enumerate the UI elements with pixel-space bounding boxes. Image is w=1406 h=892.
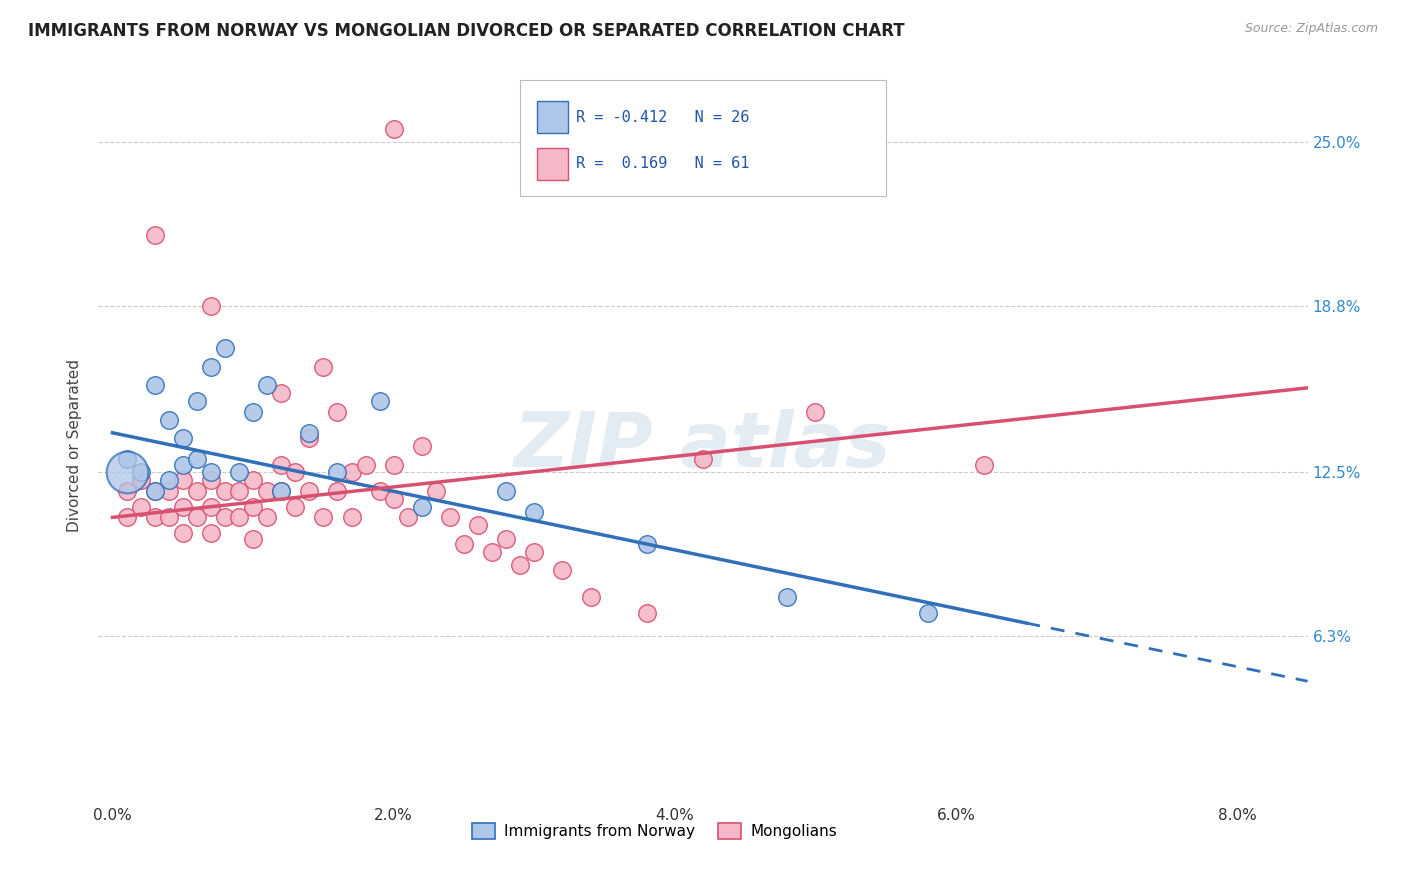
Point [411, 500, 433, 514]
Point [495, 483, 517, 498]
Point [242, 404, 264, 418]
Y-axis label: Divorced or Separated: Divorced or Separated [67, 359, 83, 533]
Point [636, 606, 658, 620]
Point [523, 545, 546, 559]
Point [776, 590, 799, 604]
Point [129, 500, 152, 514]
Point [242, 532, 264, 546]
Point [172, 431, 194, 445]
Point [214, 341, 236, 355]
Point [312, 359, 335, 374]
Point [523, 505, 546, 519]
Point [228, 466, 250, 480]
Point [326, 466, 349, 480]
Point [115, 466, 138, 480]
Point [973, 458, 995, 472]
Point [200, 526, 222, 541]
Point [340, 510, 363, 524]
Point [298, 483, 321, 498]
Point [157, 412, 180, 426]
Text: R =  0.169   N = 61: R = 0.169 N = 61 [576, 156, 749, 171]
Point [636, 537, 658, 551]
Point [115, 483, 138, 498]
Point [579, 590, 602, 604]
Point [242, 474, 264, 488]
Point [186, 510, 208, 524]
Point [143, 483, 166, 498]
Point [284, 466, 307, 480]
Point [340, 466, 363, 480]
Point [143, 378, 166, 392]
Point [143, 227, 166, 242]
Point [172, 526, 194, 541]
Point [270, 458, 292, 472]
Point [200, 466, 222, 480]
Point [256, 510, 278, 524]
Legend: Immigrants from Norway, Mongolians: Immigrants from Norway, Mongolians [467, 817, 844, 845]
Point [129, 466, 152, 480]
Point [439, 510, 461, 524]
Point [692, 452, 714, 467]
Point [326, 404, 349, 418]
Text: ZIP atlas: ZIP atlas [515, 409, 891, 483]
Point [312, 510, 335, 524]
Point [509, 558, 531, 572]
Point [129, 474, 152, 488]
Point [172, 458, 194, 472]
Text: Source: ZipAtlas.com: Source: ZipAtlas.com [1244, 22, 1378, 36]
Point [270, 483, 292, 498]
Point [354, 458, 377, 472]
Point [214, 483, 236, 498]
Point [326, 483, 349, 498]
Point [270, 386, 292, 401]
Point [186, 394, 208, 409]
Point [551, 563, 574, 577]
Point [382, 491, 405, 506]
Point [172, 474, 194, 488]
Text: IMMIGRANTS FROM NORWAY VS MONGOLIAN DIVORCED OR SEPARATED CORRELATION CHART: IMMIGRANTS FROM NORWAY VS MONGOLIAN DIVO… [28, 22, 904, 40]
Point [186, 483, 208, 498]
Point [270, 483, 292, 498]
Point [411, 439, 433, 453]
Point [115, 452, 138, 467]
Point [453, 537, 475, 551]
Point [382, 458, 405, 472]
Point [228, 510, 250, 524]
Point [157, 510, 180, 524]
Point [200, 474, 222, 488]
Point [200, 359, 222, 374]
Point [804, 404, 827, 418]
Point [425, 483, 447, 498]
Text: R = -0.412   N = 26: R = -0.412 N = 26 [576, 110, 749, 125]
Point [917, 606, 939, 620]
Point [382, 121, 405, 136]
Point [256, 483, 278, 498]
Point [298, 431, 321, 445]
Point [172, 500, 194, 514]
Point [368, 483, 391, 498]
Point [495, 532, 517, 546]
Point [242, 500, 264, 514]
Point [157, 483, 180, 498]
Point [143, 510, 166, 524]
Point [284, 500, 307, 514]
Point [157, 474, 180, 488]
Point [481, 545, 503, 559]
Point [298, 425, 321, 440]
Point [228, 483, 250, 498]
Point [256, 378, 278, 392]
Point [214, 510, 236, 524]
Point [467, 518, 489, 533]
Point [115, 510, 138, 524]
Point [200, 500, 222, 514]
Point [200, 299, 222, 313]
Point [396, 510, 419, 524]
Point [368, 394, 391, 409]
Point [186, 452, 208, 467]
Point [143, 483, 166, 498]
